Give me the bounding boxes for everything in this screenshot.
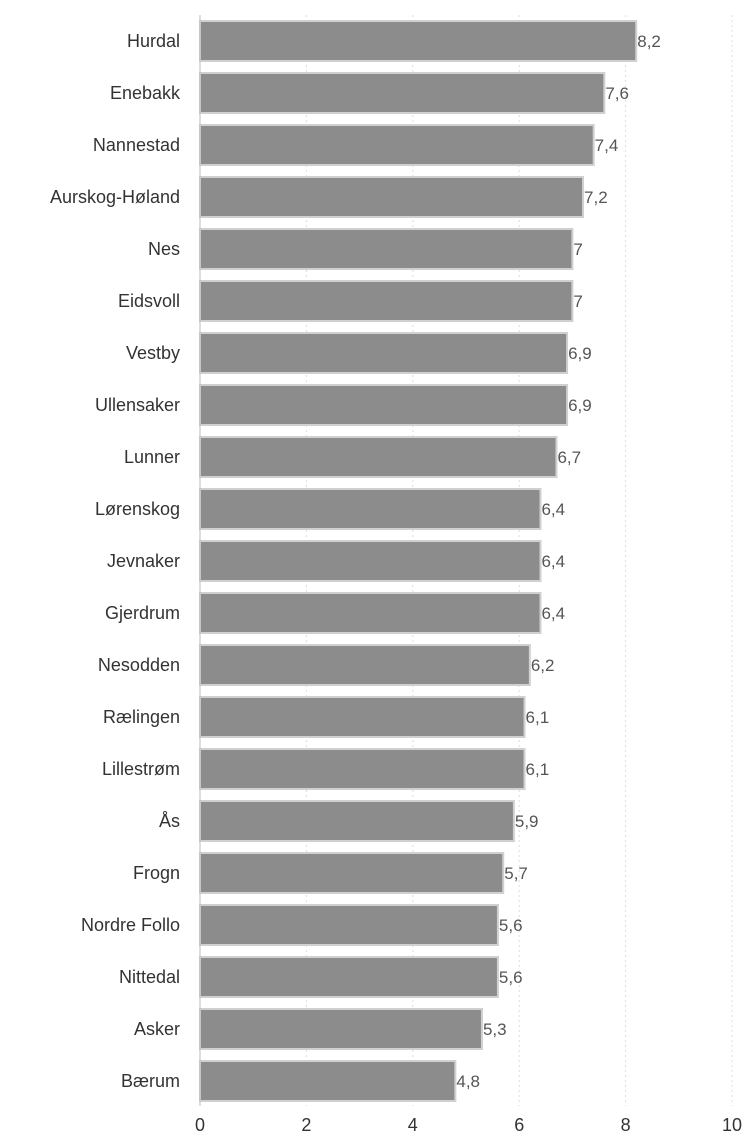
category-label: Aurskog-Høland — [50, 187, 180, 207]
bar — [199, 592, 542, 634]
data-label: 7 — [573, 240, 582, 259]
axis-layer: 0 2 4 6 8 10 — [195, 15, 742, 1135]
bar — [199, 384, 569, 426]
x-tick-label: 8 — [621, 1115, 631, 1135]
data-label: 6,1 — [526, 760, 550, 779]
category-label: Enebakk — [110, 83, 181, 103]
bar — [199, 540, 542, 582]
data-label: 6,4 — [541, 552, 565, 571]
x-tick-label: 4 — [408, 1115, 418, 1135]
bar — [199, 800, 515, 842]
data-label: 6,4 — [541, 604, 565, 623]
category-label: Ullensaker — [95, 395, 180, 415]
category-label: Gjerdrum — [105, 603, 180, 623]
data-label: 5,9 — [515, 812, 539, 831]
bar — [199, 748, 526, 790]
data-label: 5,3 — [483, 1020, 507, 1039]
category-label: Nannestad — [93, 135, 180, 155]
category-label: Lørenskog — [95, 499, 180, 519]
x-tick-label: 2 — [301, 1115, 311, 1135]
bar — [199, 176, 585, 218]
label-layer: Hurdal 8,2 Enebakk 7,6 Nannestad 7,4 Aurskog-H… — [50, 31, 661, 1091]
bar — [199, 1060, 457, 1102]
data-label: 6,9 — [568, 396, 592, 415]
data-label: 6,7 — [557, 448, 581, 467]
category-label: Bærum — [121, 1071, 180, 1091]
data-label: 7,6 — [605, 84, 629, 103]
data-label: 6,2 — [531, 656, 555, 675]
bar — [199, 280, 574, 322]
category-label: Rælingen — [103, 707, 180, 727]
bar — [199, 436, 558, 478]
data-label: 6,4 — [541, 500, 565, 519]
bar — [199, 488, 542, 530]
bar — [199, 644, 531, 686]
category-label: Lillestrøm — [102, 759, 180, 779]
bar — [199, 332, 569, 374]
data-label: 5,6 — [499, 968, 523, 987]
x-tick-label: 0 — [195, 1115, 205, 1135]
bar — [199, 72, 606, 114]
bar — [199, 852, 505, 894]
data-label: 8,2 — [637, 32, 661, 51]
bar-layer — [199, 20, 638, 1102]
bar — [199, 20, 638, 62]
category-label: Eidsvoll — [118, 291, 180, 311]
x-tick-label: 10 — [722, 1115, 742, 1135]
category-label: Nittedal — [119, 967, 180, 987]
category-label: Nordre Follo — [81, 915, 180, 935]
bar — [199, 696, 526, 738]
category-label: Hurdal — [127, 31, 180, 51]
data-label: 7,2 — [584, 188, 608, 207]
category-label: Nesodden — [98, 655, 180, 675]
category-label: Vestby — [126, 343, 180, 363]
bar — [199, 1008, 483, 1050]
data-label: 6,1 — [526, 708, 550, 727]
category-label: Frogn — [133, 863, 180, 883]
category-label: Jevnaker — [107, 551, 180, 571]
bar — [199, 956, 499, 998]
category-label: Ås — [159, 811, 180, 831]
data-label: 6,9 — [568, 344, 592, 363]
data-label: 7 — [573, 292, 582, 311]
data-label: 4,8 — [456, 1072, 480, 1091]
data-label: 5,7 — [504, 864, 528, 883]
category-label: Asker — [134, 1019, 180, 1039]
category-label: Lunner — [124, 447, 180, 467]
data-label: 7,4 — [595, 136, 619, 155]
bar — [199, 124, 595, 166]
x-tick-label: 6 — [514, 1115, 524, 1135]
bar — [199, 228, 574, 270]
bar — [199, 904, 499, 946]
data-label: 5,6 — [499, 916, 523, 935]
category-label: Nes — [148, 239, 180, 259]
